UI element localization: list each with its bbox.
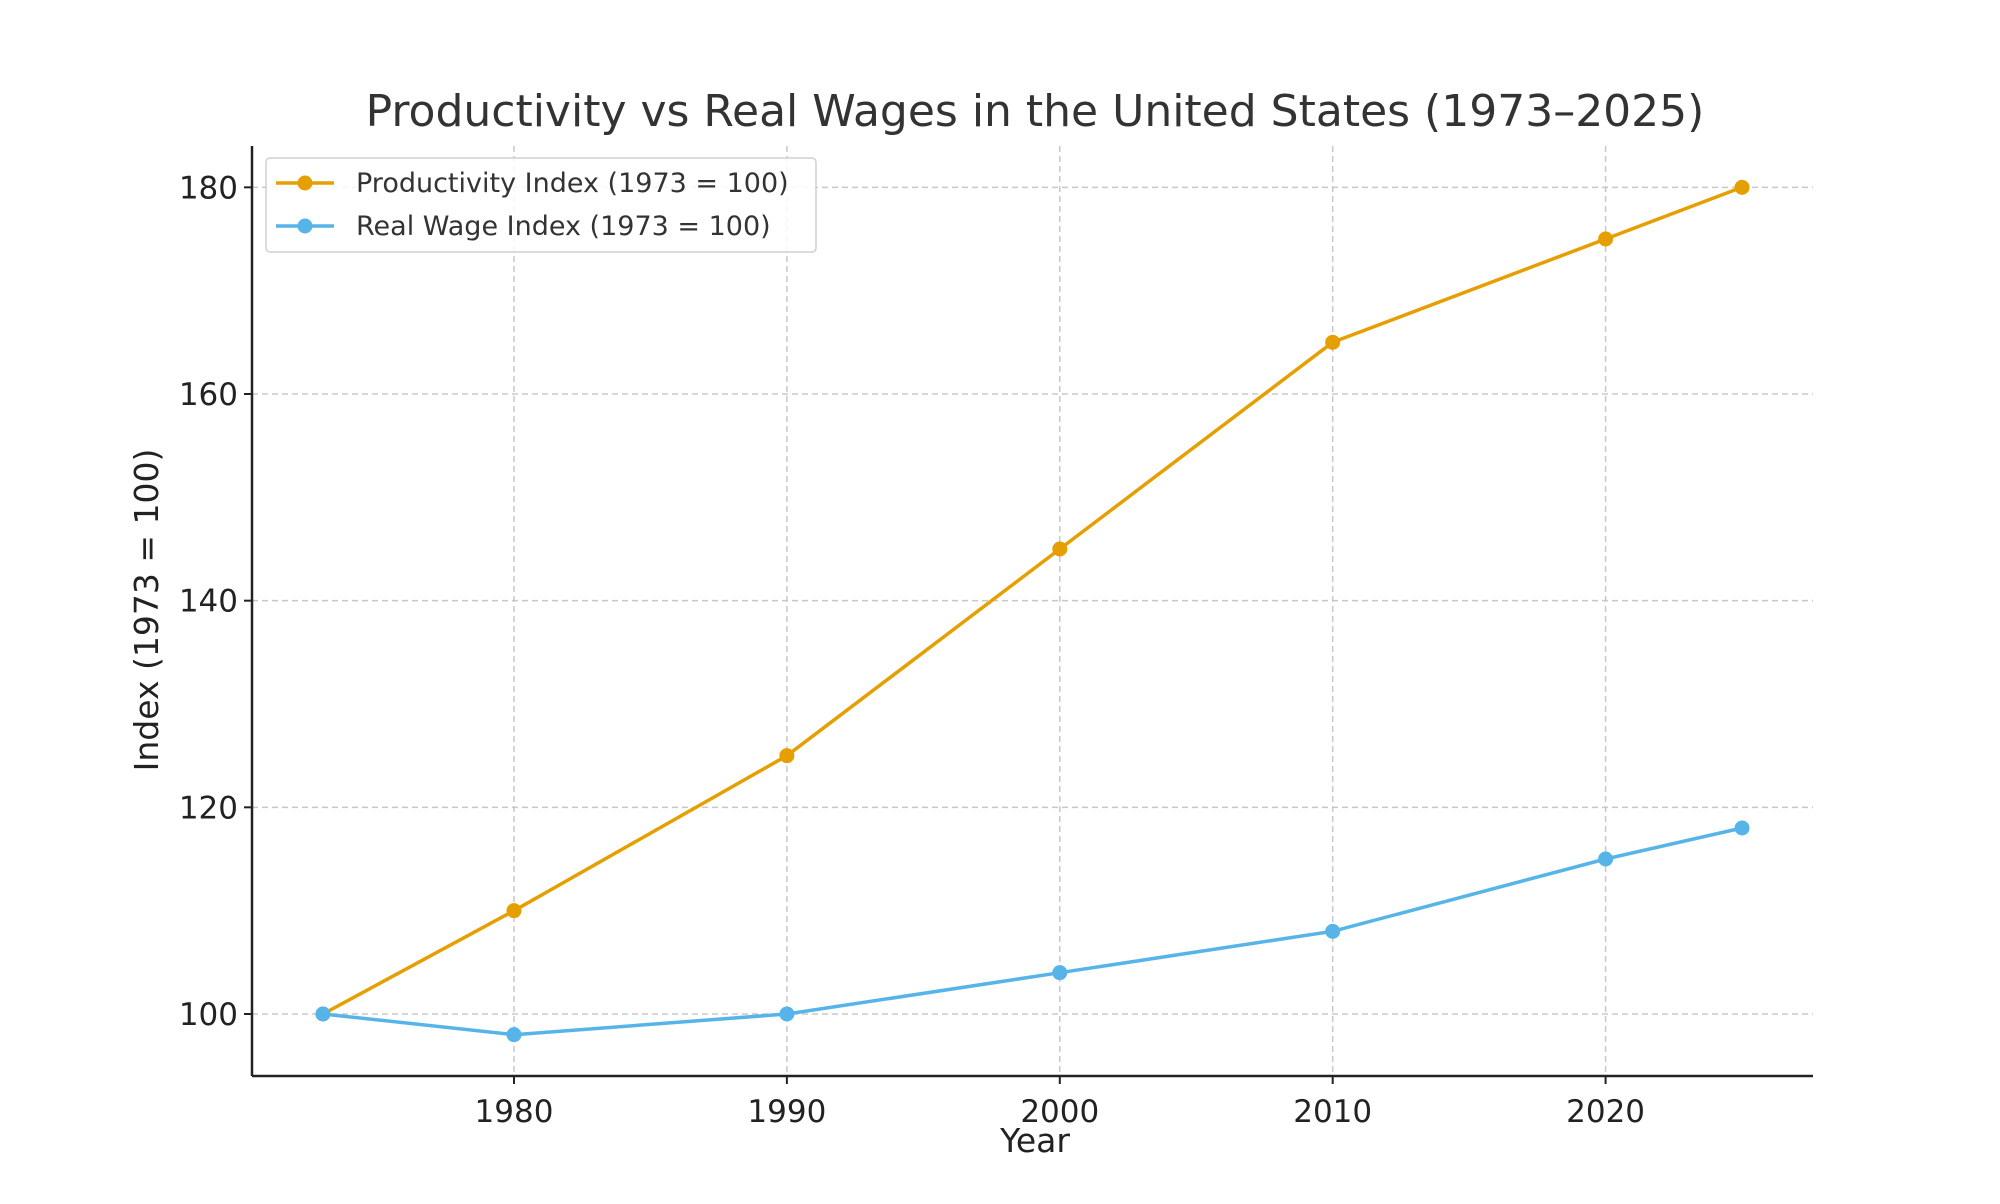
x-tick-label: 1990 [747,1094,826,1130]
data-point [779,748,795,764]
legend-item: Productivity Index (1973 = 100) [276,168,789,199]
y-tick-label: 120 [179,790,238,826]
y-tick-label: 100 [179,997,238,1033]
x-tick-label: 2020 [1566,1094,1645,1130]
legend-swatch-marker [297,175,313,191]
series-productivity [315,179,1750,1022]
data-point [1598,851,1614,867]
data-point [506,1027,522,1043]
data-point [1052,965,1068,981]
x-tick-label: 1980 [475,1094,554,1130]
x-tick-label: 2000 [1020,1094,1099,1130]
data-point [315,1006,331,1022]
chart-title: Productivity vs Real Wages in the United… [366,86,1705,137]
data-point [779,1006,795,1022]
y-tick-label: 140 [179,584,238,620]
y-tick-label: 180 [179,170,238,206]
x-axis-label: Year [999,1121,1070,1160]
data-point [1598,231,1614,247]
axes: 1980 1990 2000 2010 2020 100 120 140 160 180 [179,146,1813,1130]
x-tick-label: 2010 [1293,1094,1372,1130]
legend-item: Real Wage Index (1973 = 100) [276,211,771,242]
legend-label: Productivity Index (1973 = 100) [356,168,789,199]
data-point [1325,923,1341,939]
data-point [1734,179,1750,195]
series-line [322,826,1743,1037]
legend: Productivity Index (1973 = 100) Real Wage… [265,157,817,253]
data-point [1734,820,1750,836]
legend-box [265,157,817,253]
data-point [506,903,522,919]
grid [252,146,1813,1076]
series-real-wage [315,820,1750,1043]
y-tick-label: 160 [179,377,238,413]
data-point [1325,334,1341,350]
series-layer [315,179,1750,1043]
legend-label: Real Wage Index (1973 = 100) [356,211,771,242]
data-point [1052,541,1068,557]
y-axis-label: Index (1973 = 100) [127,449,166,772]
legend-swatch-marker [297,218,313,234]
